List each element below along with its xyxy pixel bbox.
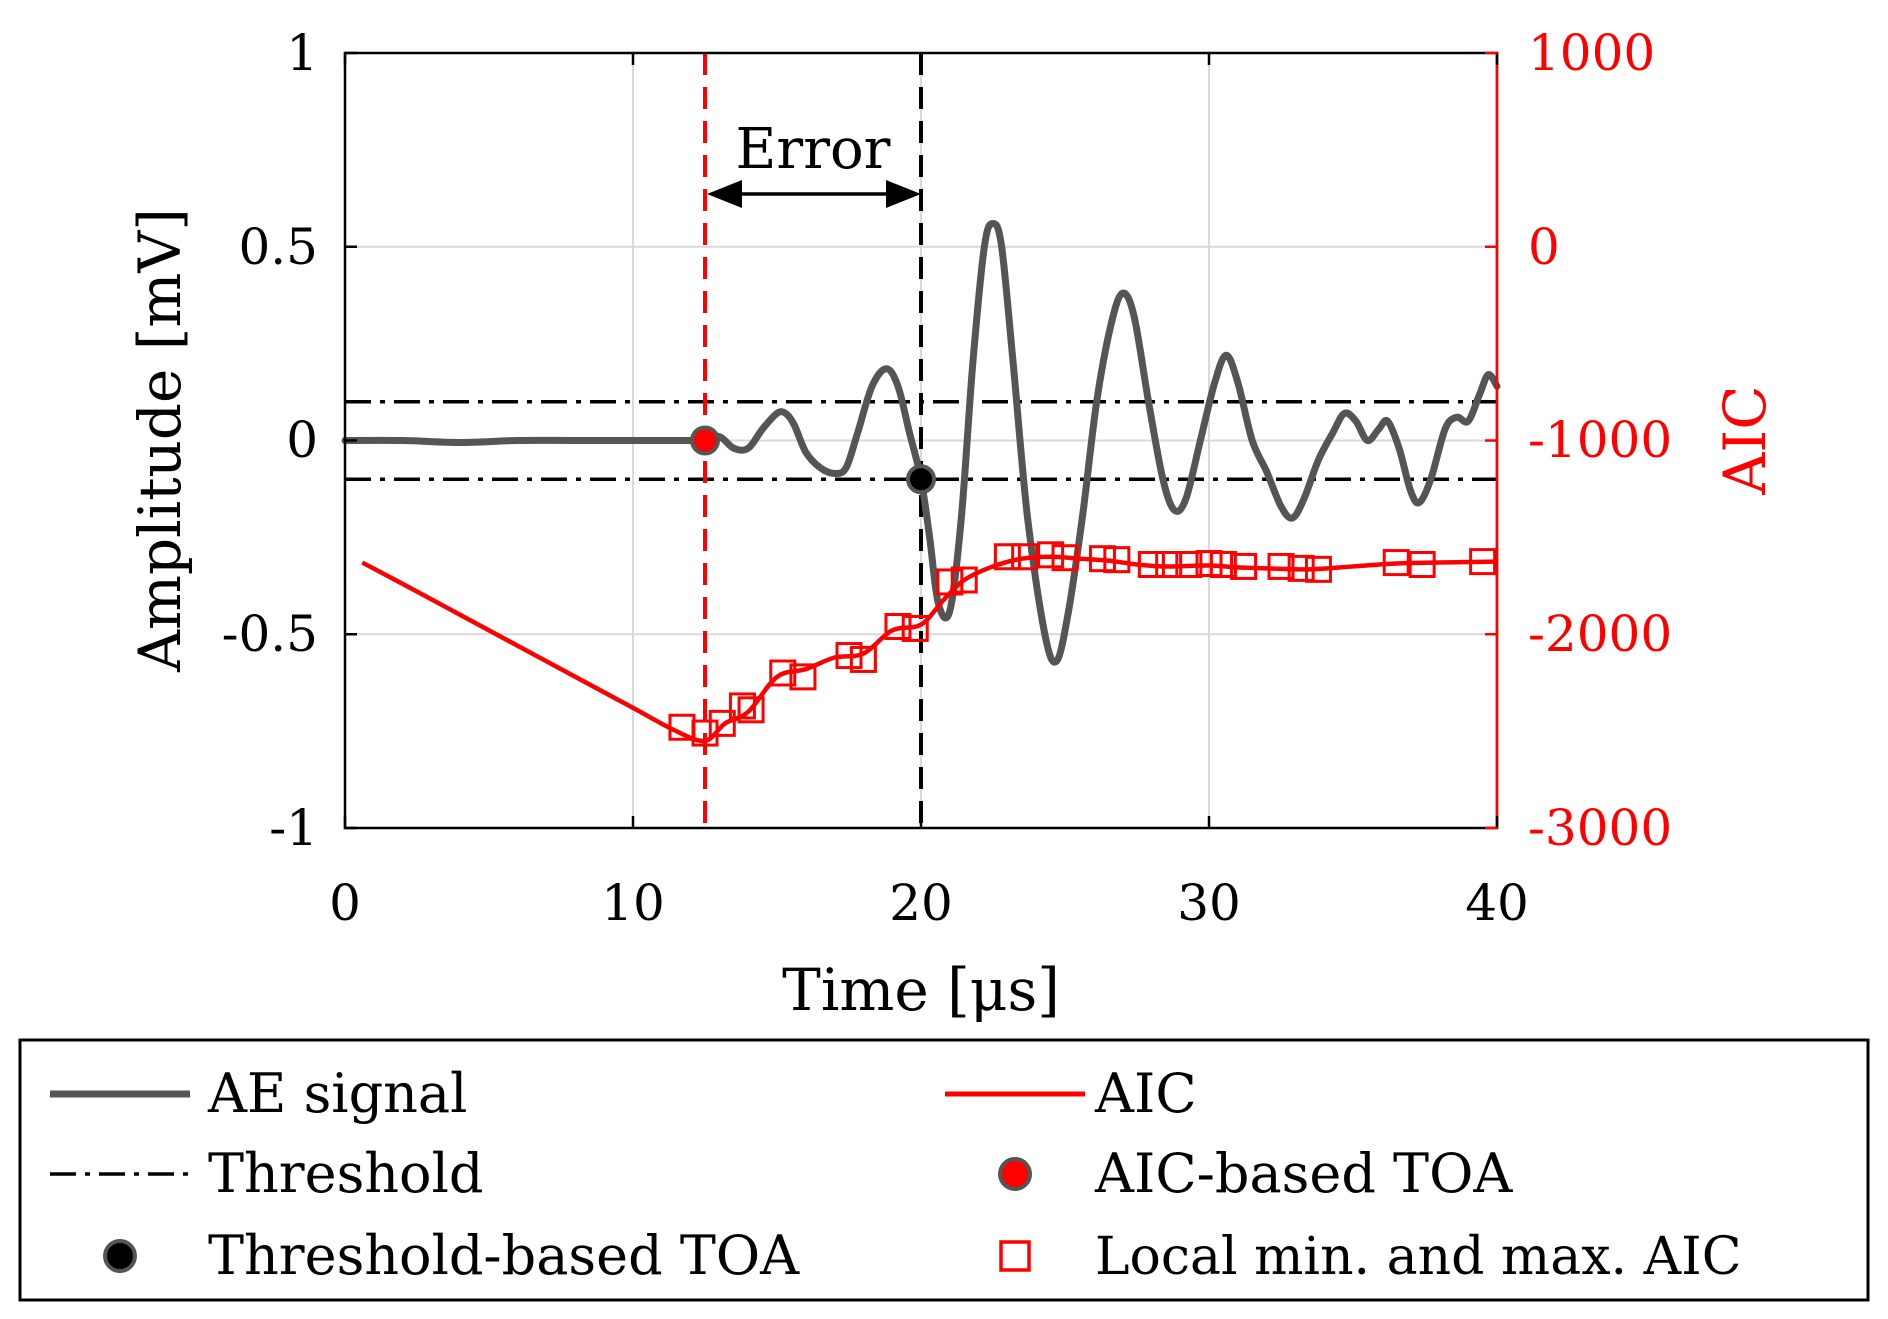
aic-extrema-marker bbox=[691, 719, 719, 747]
y-left-tick-label: 1 bbox=[286, 24, 318, 82]
x-tick-label: 10 bbox=[601, 874, 665, 932]
aic-extrema-marker bbox=[1382, 549, 1410, 577]
threshold-toa-marker bbox=[906, 464, 936, 495]
legend-label-aic: AIC bbox=[1094, 1062, 1197, 1125]
aic-extrema-marker bbox=[1230, 552, 1258, 580]
aic-extrema-marker bbox=[737, 696, 765, 724]
aic-extrema-marker bbox=[708, 709, 736, 737]
error-arrow-right-head bbox=[886, 180, 921, 208]
aic-extrema-marker bbox=[901, 614, 929, 642]
aic-extrema-marker bbox=[1304, 555, 1332, 583]
legend-swatch-aic-extrema bbox=[999, 1240, 1031, 1272]
y-right-tick-label: 0 bbox=[1528, 218, 1560, 276]
aic-extrema-marker bbox=[1175, 551, 1203, 578]
x-tick-label: 20 bbox=[889, 874, 953, 932]
aic-extrema-marker bbox=[884, 613, 912, 640]
aic-extrema-marker bbox=[1469, 548, 1497, 576]
aic-extrema-marker bbox=[1195, 550, 1223, 578]
legend: AE signal AIC Threshold AIC-based TOA Th… bbox=[18, 1038, 1870, 1302]
y-right-axis-title: AIC bbox=[1711, 385, 1779, 495]
y-left-tick-label: -0.5 bbox=[222, 605, 318, 663]
y-right-tick-label: 1000 bbox=[1528, 24, 1655, 82]
aic-extrema-marker bbox=[1103, 546, 1131, 574]
y-left-tick-labels: -1 -0.5 0 0.5 1 bbox=[222, 24, 318, 857]
ae-signal-line bbox=[341, 220, 1501, 666]
y-left-tick-label: 0.5 bbox=[238, 218, 318, 276]
aic-extrema-marker bbox=[1267, 552, 1295, 580]
aic-extrema-marker bbox=[1051, 544, 1079, 572]
aic-extrema-marker bbox=[1011, 543, 1039, 571]
x-tick-label: 40 bbox=[1465, 874, 1529, 932]
aic-extrema-marker bbox=[1137, 551, 1165, 578]
legend-swatch-threshold-toa bbox=[103, 1239, 137, 1273]
axis-ticks bbox=[343, 51, 1499, 830]
error-arrow-left-head bbox=[707, 180, 742, 208]
legend-label-threshold: Threshold bbox=[208, 1142, 483, 1205]
y-right-tick-label: -2000 bbox=[1528, 605, 1672, 663]
aic-extrema-marker bbox=[936, 568, 964, 596]
aic-extrema-marker bbox=[1088, 545, 1116, 573]
aic-extrema-marker bbox=[1037, 541, 1065, 569]
y-left-tick-label: 0 bbox=[286, 411, 318, 469]
aic-extrema-marker bbox=[1155, 551, 1183, 578]
legend-swatch-aic-toa bbox=[998, 1157, 1032, 1191]
aic-extrema-marker bbox=[1408, 551, 1436, 578]
aic-local-extrema-markers bbox=[668, 541, 1497, 747]
error-label: Error bbox=[736, 117, 891, 182]
legend-label-threshold-toa: Threshold-based TOA bbox=[208, 1224, 800, 1287]
y-right-tick-label: -3000 bbox=[1528, 799, 1672, 857]
y-left-axis-title: Amplitude [mV] bbox=[126, 208, 194, 673]
x-axis-title: Time [μs] bbox=[782, 956, 1060, 1024]
legend-box bbox=[18, 1038, 1870, 1302]
ae-signal-series bbox=[341, 220, 1501, 666]
x-tick-label: 0 bbox=[329, 874, 361, 932]
error-annotation: Error bbox=[707, 117, 921, 208]
aic-extrema-marker bbox=[849, 645, 877, 673]
x-tick-label: 30 bbox=[1177, 874, 1241, 932]
y-right-tick-label: -1000 bbox=[1528, 411, 1672, 469]
aic-toa-marker bbox=[690, 425, 720, 456]
aic-extrema-marker bbox=[769, 659, 797, 687]
legend-label-ae-signal: AE signal bbox=[207, 1062, 467, 1125]
aic-extrema-marker bbox=[993, 543, 1021, 571]
aic-extrema-marker bbox=[1287, 554, 1315, 582]
aic-extrema-marker bbox=[835, 642, 863, 670]
y-left-tick-label: -1 bbox=[269, 799, 318, 857]
y-right-tick-labels: -3000 -2000 -1000 0 1000 bbox=[1528, 24, 1672, 857]
x-tick-labels: 0 10 20 30 40 bbox=[329, 874, 1529, 932]
aic-extrema-marker bbox=[789, 663, 817, 691]
aic-extrema-marker bbox=[1209, 551, 1237, 578]
legend-label-aic-extrema: Local min. and max. AIC bbox=[1095, 1227, 1742, 1287]
legend-label-aic-toa: AIC-based TOA bbox=[1094, 1142, 1513, 1205]
aic-extrema-marker bbox=[950, 566, 978, 594]
aic-extrema-marker bbox=[728, 692, 756, 720]
toa-markers bbox=[690, 425, 936, 495]
